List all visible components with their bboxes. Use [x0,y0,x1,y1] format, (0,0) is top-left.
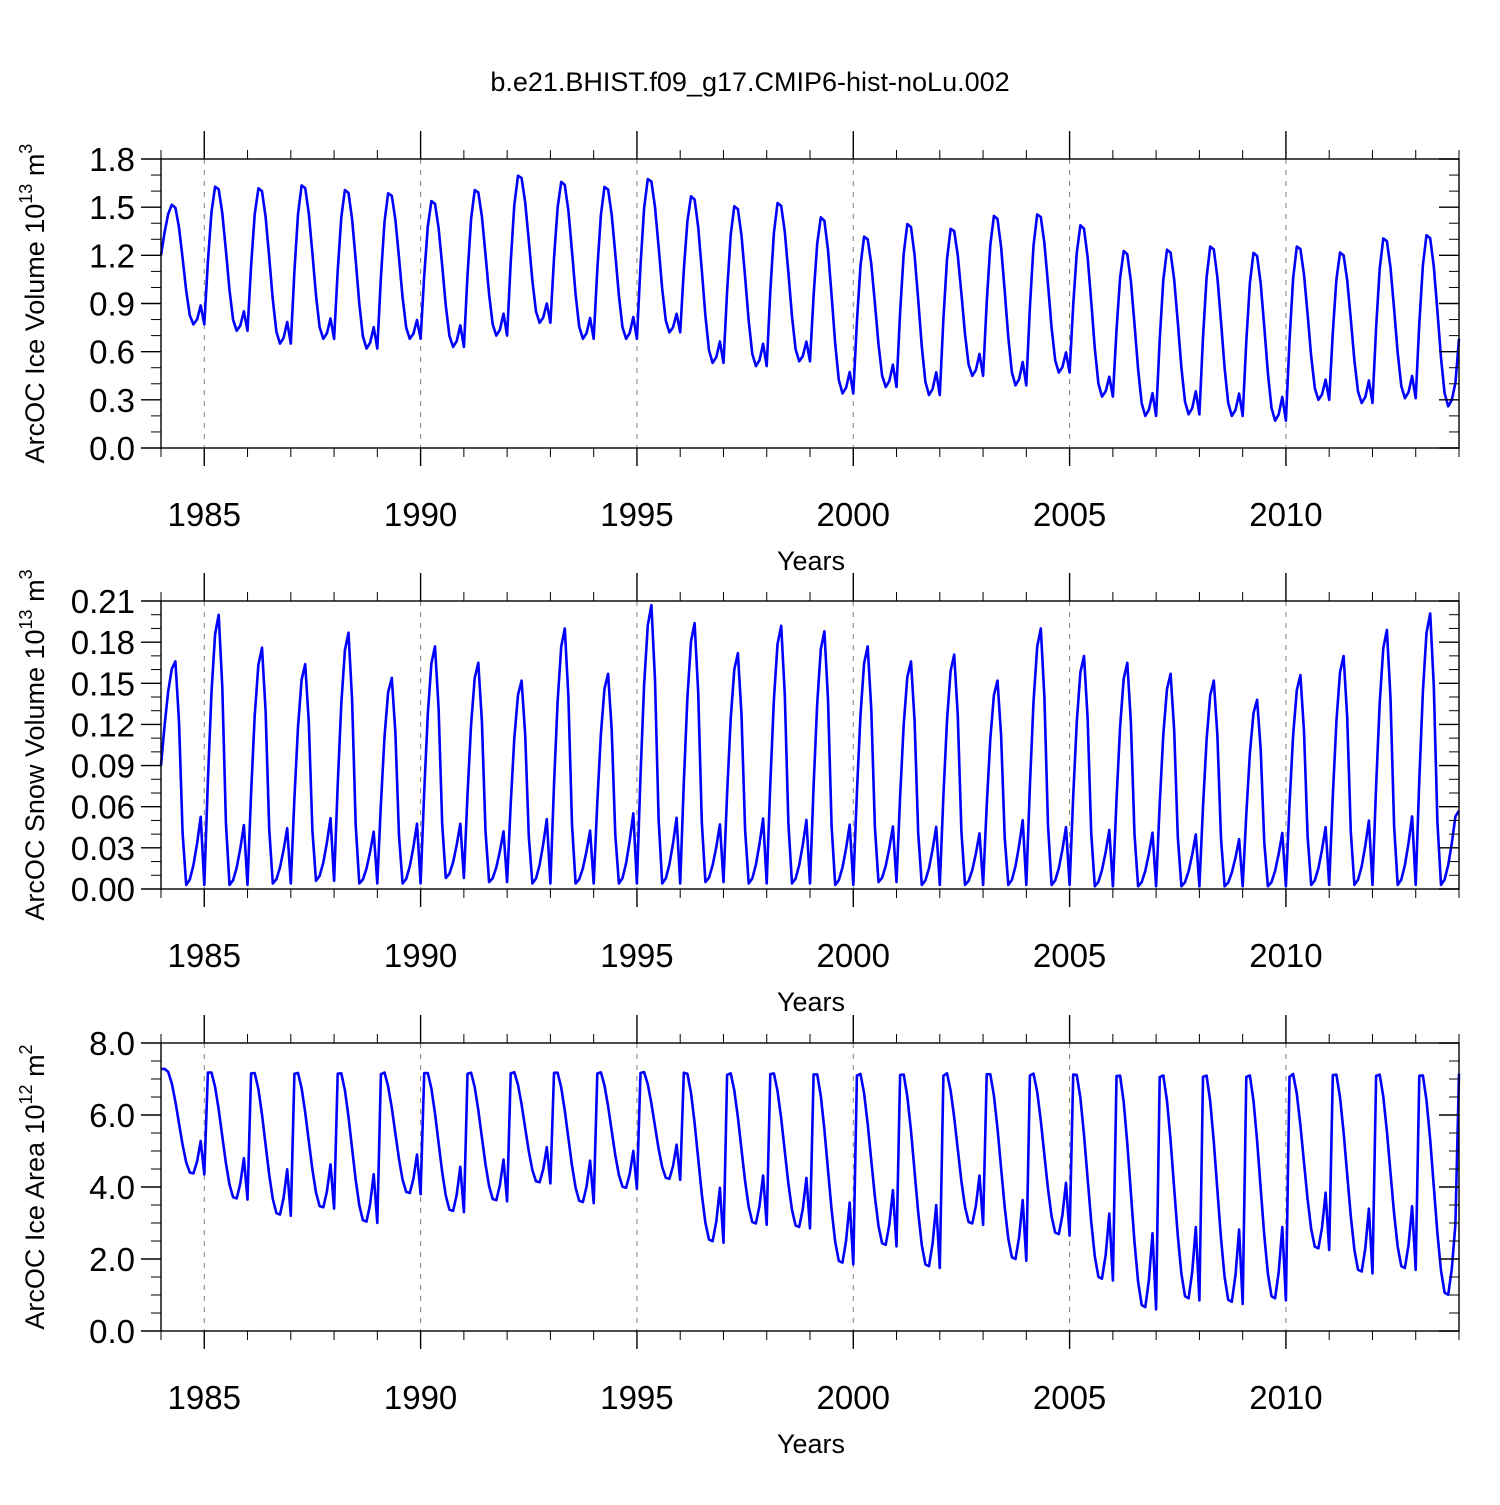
y-tick-label: 0.3 [89,382,135,419]
y-tick-label: 1.5 [89,189,135,226]
y-tick-label: 0.0 [89,430,135,467]
y-axis-label-unit-exponent: 3 [16,569,36,579]
y-tick-label: 8.0 [89,1025,135,1062]
y-tick-label: 0.15 [71,665,135,702]
x-tick-label: 1990 [384,937,457,974]
x-tick-label: 1995 [600,496,673,533]
x-tick-label: 2010 [1249,1379,1322,1416]
y-tick-label: 0.03 [71,830,135,867]
y-axis-label: ArcOC Ice Volume 1013 m3 [16,144,50,464]
x-tick-label: 1995 [600,937,673,974]
y-tick-label: 0.9 [89,286,135,323]
y-tick-label: 0.00 [71,871,135,908]
y-axis-label-unit: m [20,154,50,184]
y-axis-label: ArcOC Snow Volume 1013 m3 [16,569,50,920]
y-axis-label: ArcOC Ice Area 1012 m2 [16,1044,50,1329]
x-tick-label: 1995 [600,1379,673,1416]
plot-frame [160,158,1460,449]
x-tick-label: 1985 [168,1379,241,1416]
x-tick-label: 2000 [817,937,890,974]
y-tick-label: 6.0 [89,1097,135,1134]
y-tick-label: 0.6 [89,334,135,371]
figure-title: b.e21.BHIST.f09_g17.CMIP6-hist-noLu.002 [490,67,1009,97]
y-axis-label-exponent: 13 [16,184,36,204]
y-axis-label-unit-exponent: 2 [16,1044,36,1054]
panel-snow-volume: 1985 1990 1995 2000 2005 2010 0.00 0.03 0.06 0.09… [16,569,1461,1017]
y-axis-label-main: ArcOC Ice Area 10 [20,1104,50,1329]
y-tick-label: 2.0 [89,1241,135,1278]
data-line [159,174,1461,422]
x-tick-label: 1990 [384,496,457,533]
y-axis-label-unit: m [20,1054,50,1084]
x-tick-label: 2005 [1033,1379,1106,1416]
y-tick-label: 1.2 [89,237,135,274]
data-line [161,1067,1461,1311]
y-axis-label-main: ArcOC Snow Volume 10 [20,629,50,920]
x-tick-label: 1985 [168,496,241,533]
y-tick-label: 0.0 [89,1313,135,1350]
x-axis-label: Years [777,987,845,1017]
y-tick-label: 0.18 [71,624,135,661]
y-tick-label: 4.0 [89,1169,135,1206]
x-tick-label: 1985 [168,937,241,974]
x-tick-label: 2000 [817,1379,890,1416]
y-axis-label-exponent: 13 [16,609,36,629]
x-tick-label: 2000 [817,496,890,533]
y-tick-label: 0.12 [71,706,135,743]
y-tick-label: 0.21 [71,583,135,620]
x-axis-label: Years [777,1429,845,1459]
x-tick-label: 2005 [1033,496,1106,533]
y-tick-label: 0.09 [71,748,135,785]
x-tick-label: 2010 [1249,937,1322,974]
y-tick-label: 0.06 [71,789,135,826]
panel-ice-area: 1985 1990 1995 2000 2005 2010 0.0 2.0 4.0 6.0 8.0 Y… [16,1015,1461,1459]
data-line [159,603,1461,888]
y-axis-label-exponent: 12 [16,1084,36,1104]
y-axis-label-main: ArcOC Ice Volume 10 [20,204,50,464]
y-tick-label: 1.8 [89,141,135,178]
x-tick-label: 1990 [384,1379,457,1416]
x-tick-label: 2010 [1249,496,1322,533]
y-axis-label-unit: m [20,579,50,609]
x-axis-label: Years [777,546,845,576]
y-axis-label-unit-exponent: 3 [16,144,36,154]
panel-ice-volume: 1985 1990 1995 2000 2005 2010 0.0 0.3 0.6 0.9 1.2 1… [16,131,1461,576]
x-tick-label: 2005 [1033,937,1106,974]
